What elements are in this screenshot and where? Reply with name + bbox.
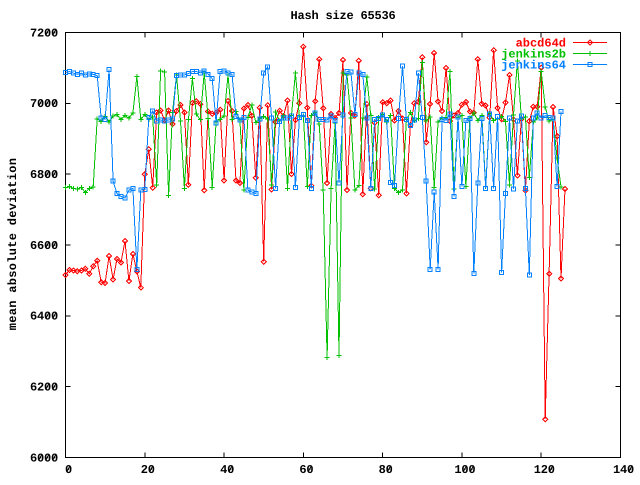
svg-text:7000: 7000 (30, 97, 58, 111)
svg-text:40: 40 (220, 463, 234, 477)
svg-text:0: 0 (65, 463, 72, 477)
svg-text:120: 120 (534, 463, 555, 477)
svg-text:80: 80 (379, 463, 393, 477)
svg-text:6400: 6400 (30, 310, 58, 324)
svg-text:6600: 6600 (30, 239, 58, 253)
svg-text:jenkins2b: jenkins2b (501, 48, 566, 62)
svg-text:140: 140 (613, 463, 634, 477)
svg-text:jenkins64: jenkins64 (501, 59, 566, 73)
svg-text:6200: 6200 (30, 381, 58, 395)
svg-text:Hash size 65536: Hash size 65536 (290, 9, 395, 23)
svg-text:20: 20 (141, 463, 155, 477)
svg-text:abcd64d: abcd64d (516, 37, 566, 51)
svg-text:7200: 7200 (30, 26, 58, 40)
svg-text:100: 100 (454, 463, 475, 477)
svg-text:mean absolute deviation: mean absolute deviation (6, 158, 20, 331)
svg-text:60: 60 (299, 463, 313, 477)
svg-text:6000: 6000 (30, 451, 58, 465)
svg-text:6800: 6800 (30, 168, 58, 182)
